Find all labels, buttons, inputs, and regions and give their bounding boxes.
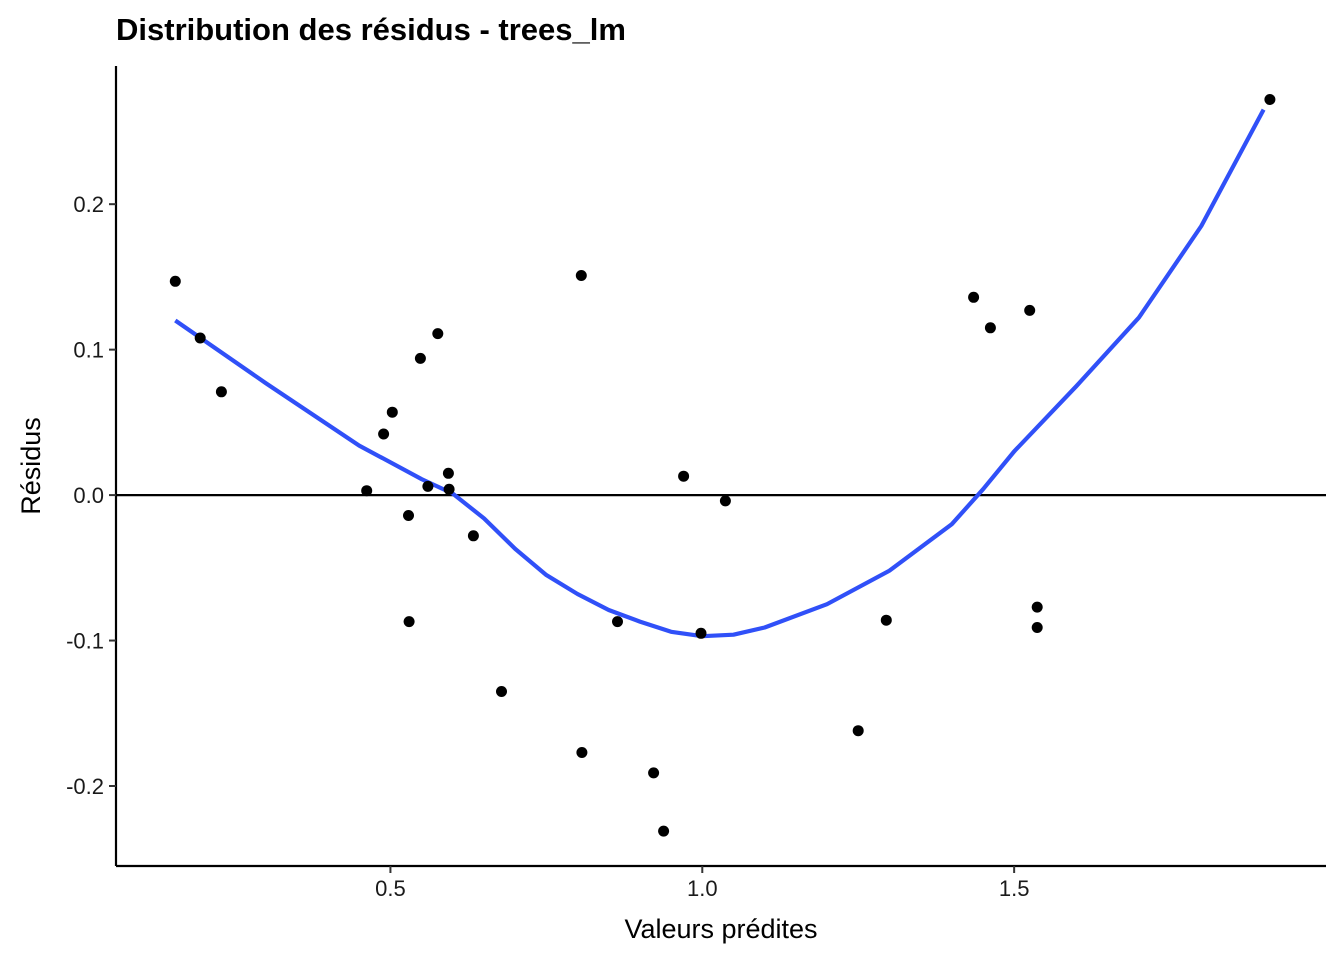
data-point <box>1031 622 1043 633</box>
y-tick-label: 0.0 <box>73 483 104 508</box>
data-point <box>378 428 390 440</box>
data-point <box>1024 304 1036 316</box>
y-tick-label: -0.1 <box>66 629 104 654</box>
data-point <box>575 270 587 281</box>
x-tick-label: 1.5 <box>999 876 1030 901</box>
data-point <box>361 485 373 497</box>
data-point <box>194 332 206 344</box>
data-point <box>496 686 507 697</box>
chart-title: Distribution des résidus - trees_lm <box>116 12 626 47</box>
data-point <box>443 483 455 495</box>
data-point <box>968 291 980 303</box>
data-point <box>1031 601 1043 613</box>
data-point <box>678 470 690 482</box>
x-tick-label: 0.5 <box>375 876 406 901</box>
data-point <box>403 510 414 521</box>
data-point <box>695 627 707 639</box>
data-point <box>658 825 670 837</box>
data-point <box>169 275 181 287</box>
data-point <box>719 495 731 507</box>
data-point <box>403 616 415 628</box>
data-point <box>984 322 996 334</box>
data-point <box>414 352 426 364</box>
data-point <box>215 386 227 398</box>
data-point <box>648 767 660 779</box>
data-point <box>442 467 454 479</box>
y-tick-label: 0.1 <box>73 338 104 363</box>
data-point <box>576 747 588 758</box>
data-point <box>386 406 398 418</box>
y-tick-label: -0.2 <box>66 774 104 799</box>
data-point <box>612 616 623 628</box>
x-tick-label: 1.0 <box>687 876 718 901</box>
data-point <box>432 328 444 340</box>
smooth-trend-line <box>174 108 1266 639</box>
data-point <box>467 530 479 542</box>
y-tick-label: 0.2 <box>73 192 104 217</box>
data-point <box>1264 94 1276 105</box>
data-point <box>852 725 864 737</box>
data-point <box>880 614 892 626</box>
x-axis-title: Valeurs prédites <box>624 914 817 944</box>
y-axis-title: Résidus <box>16 417 46 515</box>
data-point <box>422 480 434 492</box>
